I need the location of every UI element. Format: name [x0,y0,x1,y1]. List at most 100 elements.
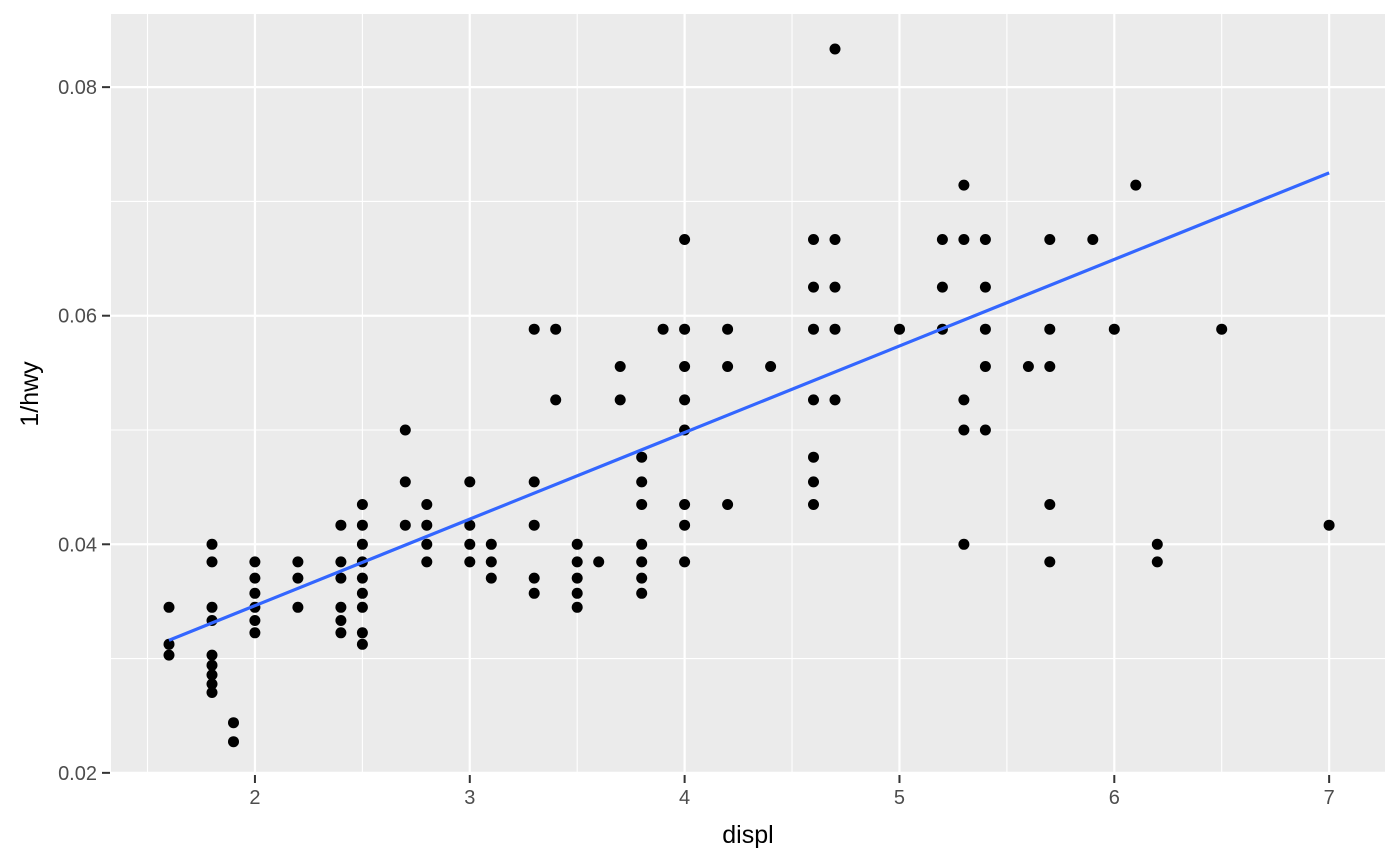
data-point [206,538,218,550]
data-point [356,538,368,550]
data-point [679,394,691,406]
data-point [528,587,540,599]
data-point [1323,519,1335,531]
data-point [206,556,218,568]
data-point [958,538,970,550]
data-point [485,538,497,550]
data-point [808,323,819,335]
data-point [249,615,261,626]
data-point [1044,234,1056,245]
data-point [1087,234,1099,245]
data-point [292,572,304,584]
x-axis-title: displ [722,821,773,849]
data-point [979,361,991,372]
data-point [464,476,476,488]
data-point [292,556,304,568]
data-point [228,717,239,729]
data-point [829,43,841,55]
data-point [228,736,239,748]
data-point [808,234,819,245]
data-point [163,601,175,613]
data-point [808,451,819,463]
data-point [485,572,497,584]
data-point [206,669,218,681]
data-point [335,519,347,531]
data-point [636,538,648,550]
x-tick-label: 3 [464,787,475,809]
data-point [829,323,841,335]
data-point [808,499,819,510]
data-point [485,556,497,568]
data-point [958,424,970,436]
axis-tick-marks [102,86,1331,783]
data-point [163,638,175,650]
data-point [249,627,261,639]
data-point [829,281,841,293]
data-point [421,556,433,568]
y-tick-label: 0.04 [58,534,97,556]
minor-gridlines [111,14,1385,774]
y-axis-title: 1/hwy [16,361,44,427]
data-point [679,361,691,372]
data-point [1044,361,1056,372]
data-point [722,499,734,510]
data-point [1022,361,1034,372]
data-point [636,499,648,510]
data-point [356,627,368,639]
data-point [356,638,368,650]
data-point [571,587,583,599]
data-point [249,587,261,599]
data-point [421,538,433,550]
data-point [958,234,970,245]
data-point [1044,323,1056,335]
data-point [528,572,540,584]
data-point [571,556,583,568]
data-point [571,538,583,550]
y-tick-label: 0.06 [58,306,97,328]
y-tick-label: 0.02 [58,763,97,785]
data-point [335,572,347,584]
plot-panel [111,14,1385,774]
y-tick-label: 0.08 [58,77,97,99]
data-point [163,649,175,661]
data-point [979,424,991,436]
data-point [636,476,648,488]
data-point [1151,556,1163,568]
data-point [356,601,368,613]
data-point [249,556,261,568]
data-point [571,601,583,613]
x-tick-label: 4 [679,787,690,809]
data-point [206,687,218,698]
data-point [528,476,540,488]
data-point [958,394,970,406]
data-point [528,519,540,531]
data-point [614,361,626,372]
data-point [1216,323,1228,335]
data-point [335,556,347,568]
data-point [636,451,648,463]
data-point [550,394,562,406]
data-point [808,281,819,293]
data-point [206,659,218,671]
data-point [1044,556,1056,568]
data-point [206,678,218,690]
data-point [765,361,777,372]
data-point [206,601,218,613]
data-point [356,519,368,531]
data-point [399,519,411,531]
data-point [399,424,411,436]
data-point [356,587,368,599]
data-point [335,601,347,613]
data-point [722,361,734,372]
data-point [528,323,540,335]
data-point [335,615,347,626]
x-tick-label: 6 [1109,787,1120,809]
x-tick-label: 5 [894,787,905,809]
data-point [571,572,583,584]
trend-line-layer [168,171,1330,642]
data-point [722,323,734,335]
data-point [636,572,648,584]
data-point [679,323,691,335]
